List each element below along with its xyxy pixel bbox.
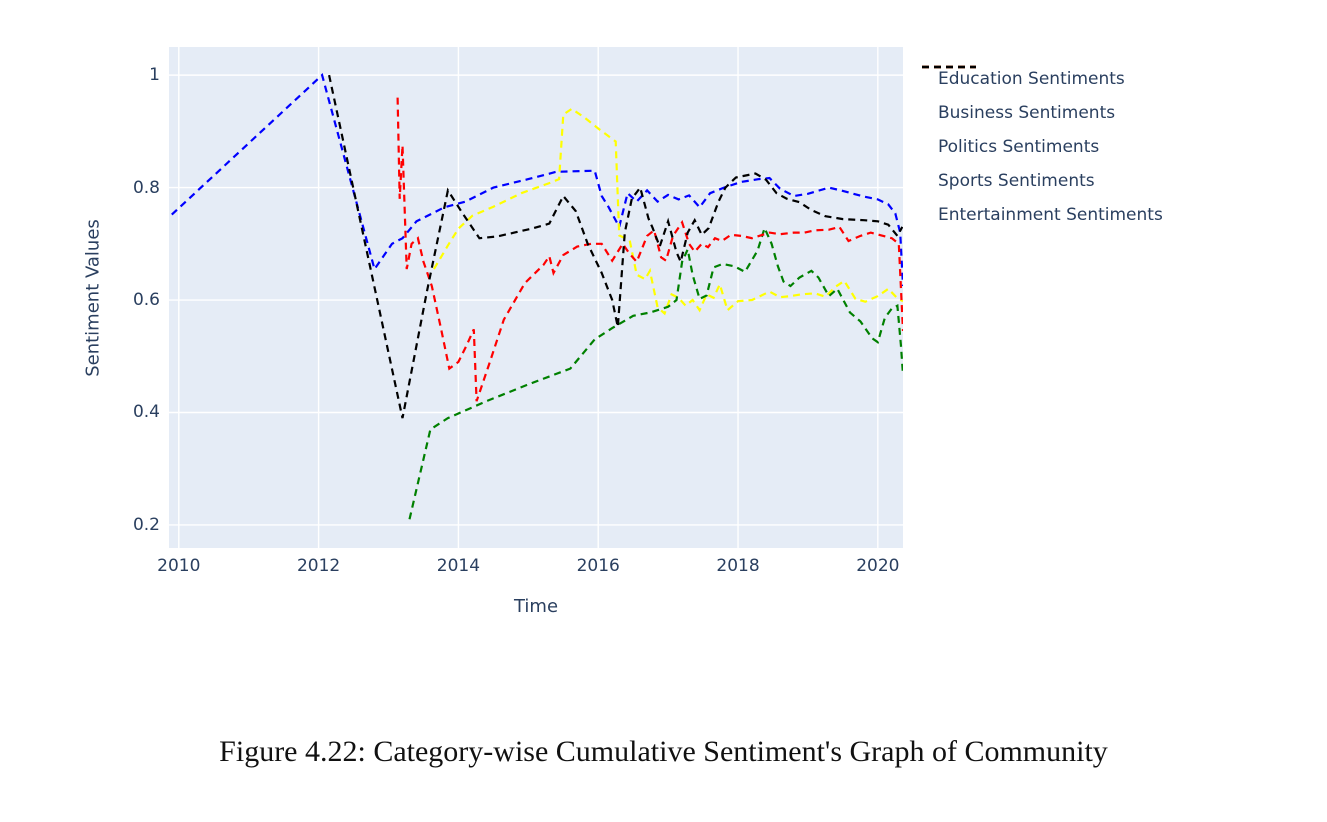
- x-tick-label-2018: 2018: [716, 556, 760, 576]
- legend-label-entertainment-sentiments: Entertainment Sentiments: [938, 205, 1163, 225]
- series-line-sports-sentiments: [396, 97, 903, 402]
- figure-caption: Figure 4.22: Category-wise Cumulative Se…: [219, 735, 1108, 768]
- legend-item-sports-sentiments: Sports Sentiments: [922, 65, 1163, 198]
- plot-background: [169, 47, 903, 548]
- series-line-entertainment-sentiments: [328, 74, 903, 419]
- x-tick-label-2012: 2012: [296, 556, 341, 576]
- x-axis-title: Time: [513, 596, 559, 617]
- legend-item-politics-sentiments: Politics Sentiments: [922, 65, 1163, 164]
- legend-dash-swatch-entertainment-sentiments: [922, 65, 976, 69]
- legend-label-sports-sentiments: Sports Sentiments: [938, 171, 1095, 191]
- series-line-business-sentiments: [432, 107, 903, 316]
- legend-item-entertainment-sentiments: Entertainment Sentiments: [922, 65, 1163, 232]
- y-tick-label-0.8: 0.8: [132, 177, 160, 198]
- legend-label-politics-sentiments: Politics Sentiments: [938, 137, 1100, 157]
- plot-canvas: [169, 47, 903, 548]
- series-line-education-sentiments: [171, 73, 903, 287]
- x-tick-label-2016: 2016: [576, 556, 620, 576]
- x-tick-label-2014: 2014: [436, 556, 481, 576]
- x-tick-label-2020: 2020: [856, 556, 900, 576]
- legend-label-education-sentiments: Education Sentiments: [938, 69, 1125, 89]
- legend-item-business-sentiments: Business Sentiments: [922, 65, 1163, 130]
- y-tick-label-0.4: 0.4: [132, 402, 160, 423]
- legend-label-business-sentiments: Business Sentiments: [938, 103, 1116, 123]
- y-tick-label-0.2: 0.2: [132, 514, 160, 535]
- x-tick-label-2010: 2010: [157, 556, 201, 576]
- legend: Education Sentiments Business Sentiments P…: [922, 62, 1163, 232]
- y-tick-label-0.6: 0.6: [132, 290, 160, 311]
- sentiment-chart: 0.2 0.4 0.6 0.8 1 2010 2012 2014 2016 2018 2020 S…: [82, 47, 1163, 617]
- y-tick-label-1: 1: [149, 65, 160, 86]
- y-axis-title: Sentiment Values: [82, 219, 104, 377]
